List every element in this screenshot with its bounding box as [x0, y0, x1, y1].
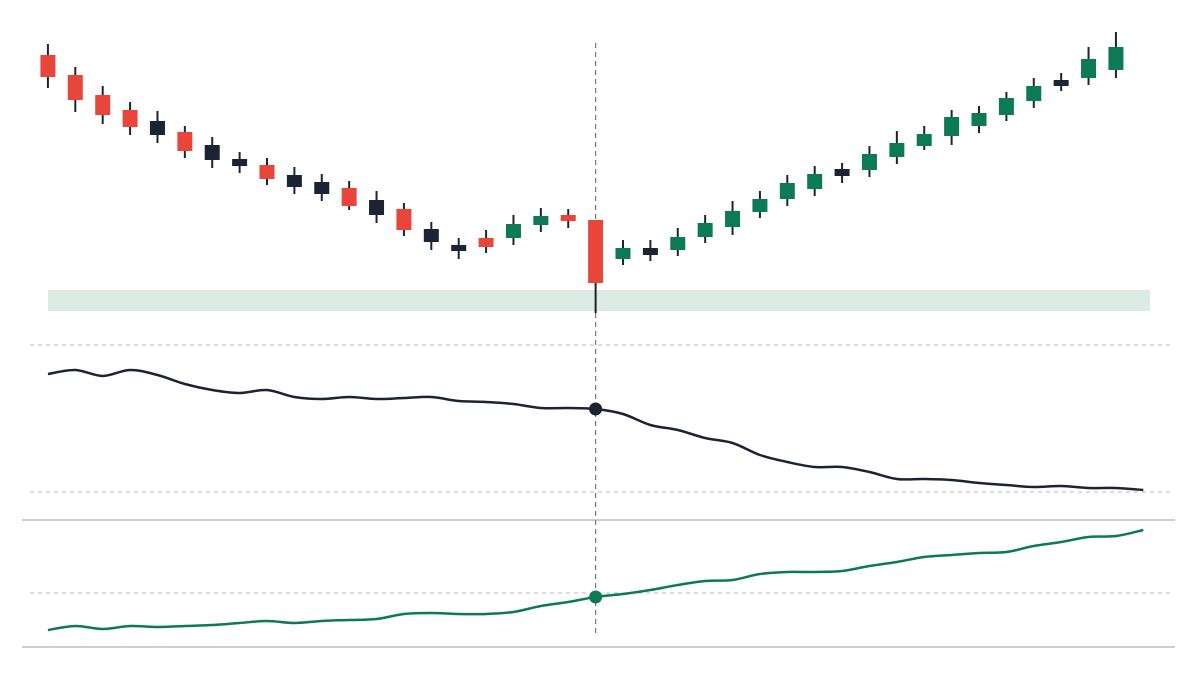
candle-body [95, 95, 111, 115]
candle-body [122, 110, 138, 127]
candle-body [725, 211, 741, 227]
candle-body [314, 182, 330, 194]
candle-body [697, 223, 713, 237]
candle-body [533, 216, 549, 225]
candle-body [916, 134, 932, 146]
candle-body [752, 199, 768, 212]
candle-body [861, 154, 877, 170]
candle-body [1053, 80, 1069, 86]
candle-body [67, 75, 83, 100]
panel [30, 528, 1170, 632]
candle-body [588, 220, 604, 283]
candle-body [232, 159, 248, 166]
candle-body [670, 237, 686, 250]
candle-body [149, 121, 165, 135]
candle-body [807, 174, 823, 189]
candle-body [40, 55, 56, 77]
candle-body [560, 215, 576, 221]
candle-body [259, 165, 275, 179]
candle-body [1081, 59, 1097, 78]
candle-body [451, 245, 467, 251]
candle-body [889, 143, 905, 157]
candle-body [396, 209, 412, 230]
candle-body [1026, 86, 1042, 101]
candle-body [204, 145, 220, 160]
line-marker [589, 590, 603, 604]
candle-body [944, 117, 960, 136]
candle-body [779, 183, 795, 199]
candle-body [642, 248, 658, 255]
candle-body [286, 175, 302, 187]
panel [40, 32, 1150, 313]
candle-body [971, 113, 987, 126]
candle-body [423, 229, 439, 242]
candle-body [615, 248, 631, 259]
candle-body [341, 188, 357, 206]
candle-body [998, 98, 1014, 115]
candle-body [478, 238, 494, 247]
highlight-band [48, 290, 1150, 311]
panel [30, 344, 1170, 493]
candle-body [177, 132, 193, 151]
candle-body [834, 169, 850, 176]
candle-body [1108, 47, 1124, 70]
line-marker [589, 402, 603, 416]
candle-body [369, 200, 385, 215]
candle-body [505, 224, 521, 238]
